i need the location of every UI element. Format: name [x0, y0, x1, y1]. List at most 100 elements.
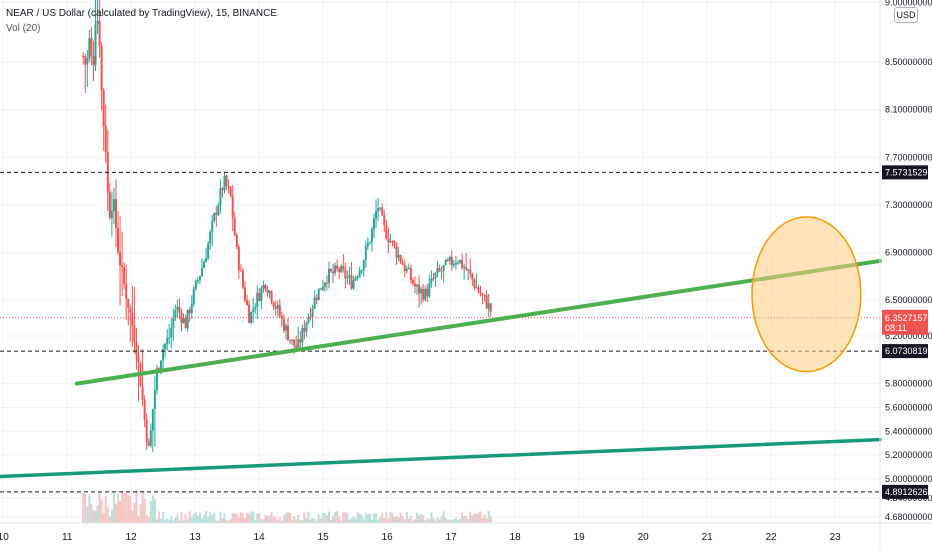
volume-bar [428, 519, 431, 523]
volume-bar [239, 512, 242, 523]
volume-bar [96, 505, 99, 523]
candle-body [166, 338, 169, 344]
volume-bar [411, 520, 414, 523]
time-axis[interactable]: 10 11 12 13 14 15 16 17 18 19 20 21 22 23 [0, 532, 841, 543]
candle-body [366, 243, 369, 247]
currency-badge[interactable]: USD [894, 7, 918, 23]
candle-body [278, 305, 281, 316]
volume-bar [330, 519, 333, 523]
candle-body [461, 259, 464, 268]
trendline-upper[interactable] [74, 258, 882, 386]
candle-body [119, 251, 122, 266]
candle-body [434, 273, 437, 279]
candle-body [368, 242, 371, 244]
volume-bar [366, 514, 369, 523]
candle-body [272, 302, 275, 307]
trendlines[interactable] [0, 258, 882, 479]
time-tick-label: 14 [254, 532, 266, 543]
ellipse-annotation[interactable] [751, 216, 862, 373]
candle-body [473, 279, 476, 288]
candle-body [317, 288, 320, 300]
volume-bar [327, 511, 330, 523]
time-tick-label: 19 [574, 532, 586, 543]
candle-body [264, 285, 267, 290]
volume-bar [379, 517, 382, 523]
volume-bar [448, 519, 451, 523]
volume-bar [489, 516, 492, 523]
candle-body [149, 430, 152, 446]
volume-bar [284, 512, 287, 523]
volume-bar [274, 517, 277, 523]
volume-bar [186, 518, 189, 523]
volume-bar [264, 515, 267, 523]
candle-body [444, 259, 447, 266]
volume-bar [112, 492, 115, 523]
volume-bar [430, 512, 433, 523]
candle-body [239, 270, 242, 272]
volume-indicator-title[interactable]: Vol (20) [6, 23, 41, 34]
volume-bar [391, 513, 394, 523]
candle-body [141, 386, 144, 400]
symbol-title[interactable]: NEAR / US Dollar (calculated by TradingV… [6, 8, 278, 19]
candle-body [225, 175, 228, 186]
volume-bar [291, 520, 294, 523]
price-tick-label: 7.30000000 [885, 200, 932, 210]
price-tick-label: 5.60000000 [885, 402, 932, 412]
volume-bar [129, 495, 132, 523]
volume-bar [133, 502, 136, 523]
volume-bar [393, 516, 396, 523]
volume-bar [360, 514, 363, 523]
volume-bar [471, 515, 474, 523]
volume-bar [143, 498, 146, 523]
volume-bar [473, 513, 476, 523]
volume-bar [86, 506, 89, 523]
volume-bar [481, 518, 484, 523]
volume-bar [108, 516, 111, 523]
price-axis[interactable]: 4.680000004.840000005.000000005.20000000… [885, 0, 932, 522]
volume-bar [92, 510, 95, 523]
candle-body [289, 340, 292, 342]
volume-bar [297, 515, 300, 523]
volume-bar [346, 513, 349, 523]
volume-bar [241, 513, 244, 523]
volume-bar [387, 519, 390, 523]
candle-body [108, 192, 111, 218]
time-tick-label: 11 [62, 532, 73, 543]
candle-body [385, 225, 388, 239]
candle-body [487, 303, 490, 309]
candle-body [262, 285, 265, 289]
candle-body [184, 317, 187, 329]
price-tick-label: 6.90000000 [885, 248, 932, 258]
candle-body [153, 390, 156, 409]
volume-bar [368, 513, 371, 523]
candle-body [168, 337, 171, 339]
candle-body [485, 295, 488, 309]
volume-bar [315, 520, 318, 523]
volume-bar [293, 516, 296, 523]
volume-bar [194, 511, 197, 523]
volume-bar [270, 512, 273, 523]
volume-bar [420, 513, 423, 523]
level-tag-label: 7.57315291 [885, 167, 932, 177]
volume-bar [475, 513, 478, 523]
volume-bar [438, 519, 441, 523]
candle-body [413, 283, 416, 287]
volume-bar [233, 513, 236, 523]
candle-body [194, 280, 197, 289]
volume-bar [153, 499, 156, 523]
volume-bar [440, 515, 443, 523]
candle-body [86, 58, 89, 65]
candle-body [375, 210, 378, 219]
volume-bar [104, 495, 107, 523]
candle-body [164, 343, 167, 350]
candle-body [340, 265, 343, 273]
candle-body [452, 263, 455, 266]
target-zone-ellipse[interactable] [751, 216, 862, 373]
candle-body [293, 339, 296, 346]
candle-body [260, 288, 263, 301]
candle-body [332, 271, 335, 274]
trendline-lower[interactable] [0, 437, 882, 479]
candle-body [465, 266, 468, 270]
volume-bar [397, 517, 400, 523]
